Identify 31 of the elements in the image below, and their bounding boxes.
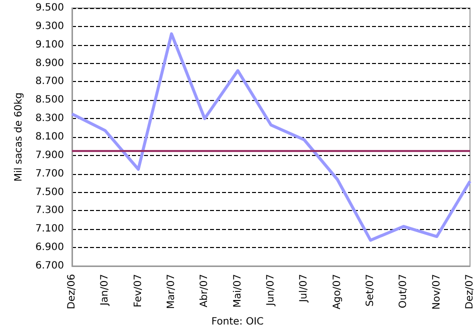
y-tick-label: 7.700: [35, 168, 64, 180]
x-tick-label: Jun/07: [266, 274, 276, 307]
y-tick-label: 8.100: [35, 132, 64, 142]
y-tick-label: 8.300: [35, 113, 64, 124]
x-tick-label: Ago/07: [332, 274, 343, 310]
line-series: [70, 32, 472, 242]
y-tick-label: 6.900: [35, 242, 64, 254]
source-note: Fonte: OIC: [211, 316, 264, 328]
x-tick-label: Mar/07: [166, 274, 177, 309]
x-tick-label: Dez/07: [464, 274, 475, 310]
y-tick-label: 8.900: [35, 58, 64, 69]
y-tick-label: 7.900: [35, 150, 64, 161]
x-tick-label: Dez/06: [66, 274, 78, 310]
x-tick-label: Abr/07: [199, 274, 210, 308]
y-tick-label: 7.100: [35, 224, 64, 235]
x-tick-label: Out/07: [398, 274, 410, 308]
x-tick-label: Jul/07: [298, 274, 310, 304]
y-tick-label: 7.500: [35, 186, 64, 198]
y-tick-label: 8.700: [35, 76, 64, 88]
y-tick-label: 9.300: [35, 20, 64, 32]
x-tick-label: Nov/07: [431, 274, 442, 310]
y-tick-label: 7.300: [35, 205, 64, 216]
y-tick-label: 9.500: [35, 2, 64, 14]
y-tick-label: 9.100: [35, 39, 64, 50]
x-tick-label: Set/07: [365, 274, 376, 307]
x-tick-label: Mai/07: [232, 274, 244, 308]
y-tick-label: 6.700: [35, 260, 64, 272]
y-tick-label: 8.500: [35, 94, 64, 106]
x-tick-label: Fev/07: [132, 274, 144, 308]
y-axis-title: Mil sacas de 60kg: [14, 92, 24, 182]
x-tick-label: Jan/07: [100, 274, 111, 307]
